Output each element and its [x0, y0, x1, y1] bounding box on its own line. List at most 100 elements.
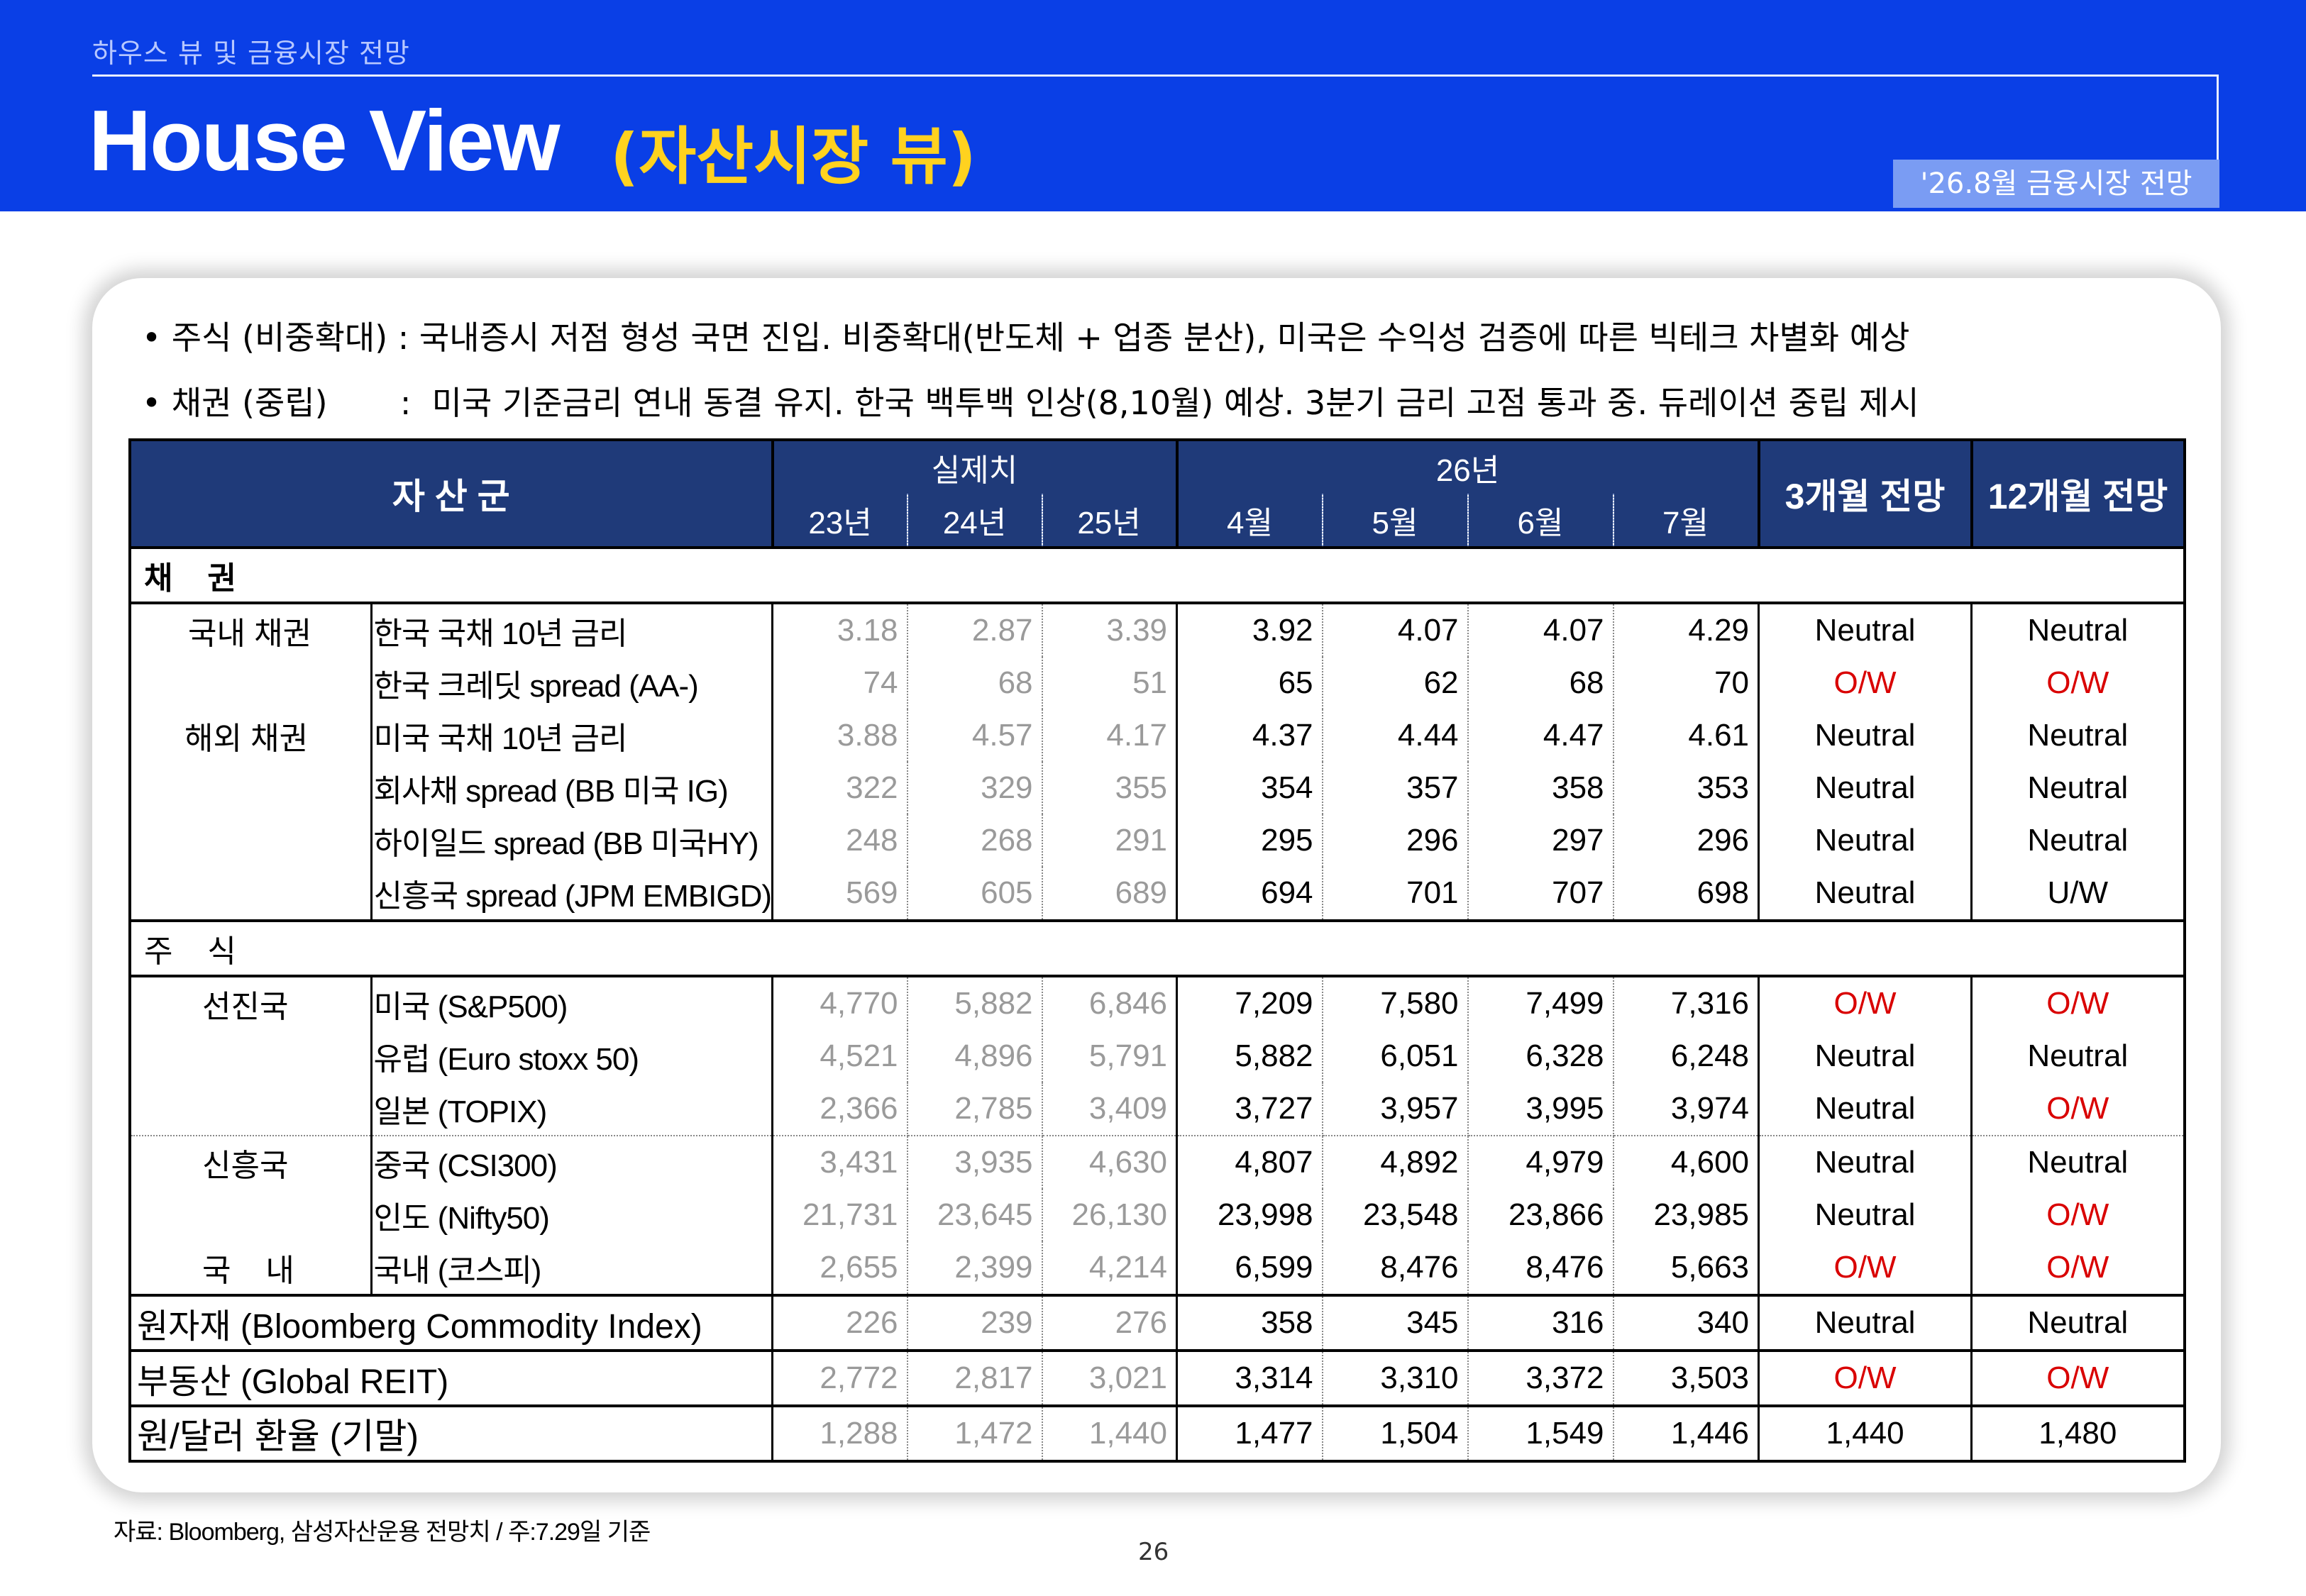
cell-2024: 239: [907, 1295, 1043, 1352]
cell-apr: 65: [1176, 657, 1323, 709]
header-subtitle: 하우스 뷰 및 금융시장 전망: [92, 38, 410, 69]
table-row: 신흥국 중국 (CSI300) 3,431 3,935 4,630 4,807 …: [128, 1136, 2186, 1189]
cell-12m-outlook: Neutral: [1971, 1136, 2186, 1189]
row-label: 하이일드 spread (BB 미국HY): [370, 814, 774, 867]
cell-2024: 268: [907, 814, 1043, 867]
table-row: 인도 (Nifty50) 21,731 23,645 26,130 23,998…: [128, 1189, 2186, 1241]
cell-jul: 353: [1613, 762, 1760, 814]
col-header-year: 23년: [771, 494, 908, 549]
row-label: 원/달러 환율 (기말): [128, 1406, 774, 1463]
house-view-table: 자 산 군 실제치 26년 3개월 전망 12개월 전망 23년 24년 25년…: [128, 438, 2186, 1463]
table-row: 유럽 (Euro stoxx 50) 4,521 4,896 5,791 5,8…: [128, 1030, 2186, 1082]
cell-jul: 3,974: [1613, 1082, 1760, 1136]
cell-apr: 3,314: [1176, 1351, 1323, 1407]
cell-jun: 4.47: [1467, 709, 1614, 762]
group-label-emerging: 신흥국: [128, 1136, 371, 1189]
cell-2023: 1,288: [772, 1406, 908, 1463]
cell-2023: 2,655: [772, 1241, 908, 1297]
group-spacer: [128, 1189, 371, 1241]
cell-may: 701: [1322, 867, 1469, 921]
cell-jun: 6,328: [1467, 1030, 1614, 1082]
header-rule: [92, 74, 2218, 77]
col-header-month: 5월: [1322, 494, 1469, 549]
table-row: 선진국 미국 (S&P500) 4,770 5,882 6,846 7,209 …: [128, 976, 2186, 1030]
section-label-bonds: 채 권: [128, 546, 2186, 604]
cell-2023: 226: [772, 1295, 908, 1352]
cell-jun: 707: [1467, 867, 1614, 921]
row-label: 미국 (S&P500): [370, 976, 774, 1030]
cell-jun: 1,549: [1467, 1406, 1614, 1463]
cell-2023: 74: [772, 657, 908, 709]
cell-jun: 3,995: [1467, 1082, 1614, 1136]
cell-12m-outlook: O/W: [1971, 1241, 2186, 1297]
cell-3m-outlook: Neutral: [1758, 603, 1973, 657]
cell-2023: 4,521: [772, 1030, 908, 1082]
cell-3m-outlook: Neutral: [1758, 1189, 1973, 1241]
cell-3m-outlook: O/W: [1758, 976, 1973, 1030]
cell-jul: 70: [1613, 657, 1760, 709]
table-row: 해외 채권 미국 국채 10년 금리 3.88 4.57 4.17 4.37 4…: [128, 709, 2186, 762]
row-label: 한국 국채 10년 금리: [370, 603, 774, 657]
cell-2025: 689: [1042, 867, 1179, 921]
table-row: 부동산 (Global REIT) 2,772 2,817 3,021 3,31…: [128, 1351, 2186, 1407]
cell-apr: 23,998: [1176, 1189, 1323, 1241]
cell-may: 8,476: [1322, 1241, 1469, 1297]
cell-2023: 21,731: [772, 1189, 908, 1241]
cell-12m-outlook: O/W: [1971, 976, 2186, 1030]
cell-apr: 5,882: [1176, 1030, 1323, 1082]
cell-jul: 7,316: [1613, 976, 1760, 1030]
col-header-year: 25년: [1042, 494, 1179, 549]
row-label: 국내 (코스피): [370, 1241, 774, 1297]
row-label: 중국 (CSI300): [370, 1136, 774, 1189]
cell-apr: 3,727: [1176, 1082, 1323, 1136]
cell-2024: 329: [907, 762, 1043, 814]
cell-apr: 4,807: [1176, 1136, 1323, 1189]
cell-12m-outlook: Neutral: [1971, 1030, 2186, 1082]
cell-jul: 4.61: [1613, 709, 1760, 762]
date-badge: '26.8월 금융시장 전망: [1893, 160, 2219, 208]
cell-12m-outlook: O/W: [1971, 1082, 2186, 1136]
table-row: 국내 채권 한국 국채 10년 금리 3.18 2.87 3.39 3.92 4…: [128, 603, 2186, 657]
cell-2023: 322: [772, 762, 908, 814]
cell-2023: 3.88: [772, 709, 908, 762]
col-header-month: 6월: [1467, 494, 1614, 549]
cell-3m-outlook: O/W: [1758, 1351, 1973, 1407]
cell-2024: 605: [907, 867, 1043, 921]
cell-jun: 7,499: [1467, 976, 1614, 1030]
group-spacer: [128, 762, 371, 814]
page-title-korean: (자산시장 뷰): [610, 120, 976, 193]
cell-may: 23,548: [1322, 1189, 1469, 1241]
cell-2024: 2,399: [907, 1241, 1043, 1297]
table-row: 하이일드 spread (BB 미국HY) 248 268 291 295 29…: [128, 814, 2186, 867]
table-row: 국 내 국내 (코스피) 2,655 2,399 4,214 6,599 8,4…: [128, 1241, 2186, 1297]
cell-2023: 3.18: [772, 603, 908, 657]
row-label: 인도 (Nifty50): [370, 1189, 774, 1241]
row-label: 일본 (TOPIX): [370, 1082, 774, 1136]
cell-12m-outlook: 1,480: [1971, 1406, 2186, 1463]
cell-jun: 4,979: [1467, 1136, 1614, 1189]
cell-jul: 698: [1613, 867, 1760, 921]
cell-jun: 3,372: [1467, 1351, 1614, 1407]
cell-may: 357: [1322, 762, 1469, 814]
cell-2023: 2,366: [772, 1082, 908, 1136]
group-label-domestic-equity: 국 내: [128, 1241, 371, 1297]
cell-2025: 3,021: [1042, 1351, 1179, 1407]
cell-may: 4.07: [1322, 603, 1469, 657]
cell-may: 4.44: [1322, 709, 1469, 762]
col-header-actual: 실제치: [771, 438, 1179, 494]
header-rule-vertical: [2217, 74, 2219, 163]
cell-jun: 358: [1467, 762, 1614, 814]
cell-may: 6,051: [1322, 1030, 1469, 1082]
header-banner: 하우스 뷰 및 금융시장 전망 House View (자산시장 뷰) '26.…: [0, 0, 2306, 211]
cell-may: 1,504: [1322, 1406, 1469, 1463]
cell-2025: 1,440: [1042, 1406, 1179, 1463]
cell-may: 7,580: [1322, 976, 1469, 1030]
cell-may: 4,892: [1322, 1136, 1469, 1189]
col-header-2026: 26년: [1175, 438, 1760, 494]
row-label: 신흥국 spread (JPM EMBIGD): [370, 867, 774, 921]
cell-2024: 4,896: [907, 1030, 1043, 1082]
row-label: 원자재 (Bloomberg Commodity Index): [128, 1295, 774, 1352]
cell-12m-outlook: Neutral: [1971, 709, 2186, 762]
cell-3m-outlook: Neutral: [1758, 1030, 1973, 1082]
cell-2024: 5,882: [907, 976, 1043, 1030]
